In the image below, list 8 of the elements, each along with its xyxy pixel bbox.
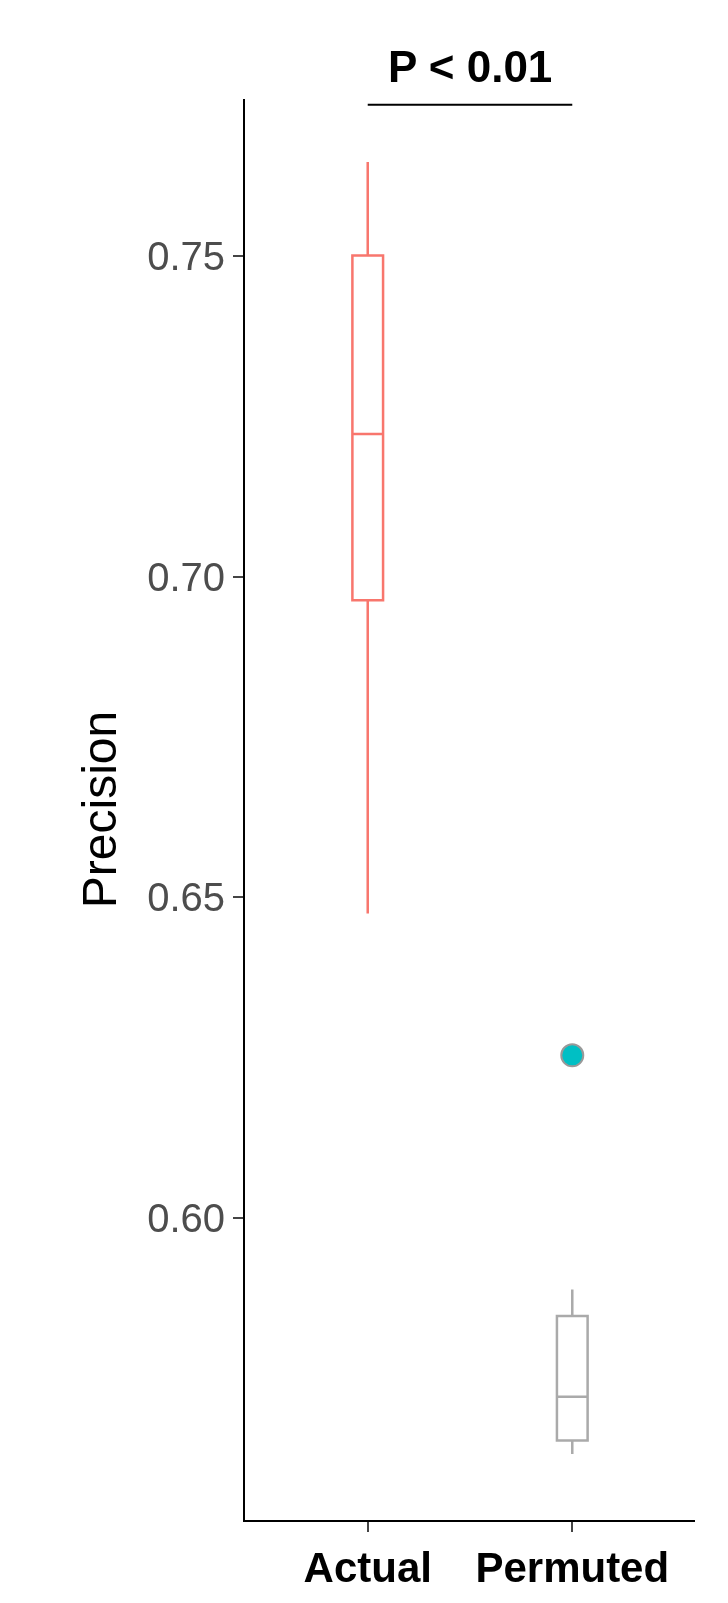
y-tick-label: 0.65 <box>147 875 225 920</box>
y-tick-label: 0.70 <box>147 554 225 599</box>
y-tick-label: 0.75 <box>147 233 225 278</box>
text: P < 0.01 <box>388 42 553 91</box>
y-tick-label: 0.60 <box>147 1196 225 1241</box>
y-axis-title: Precision <box>73 710 127 909</box>
x-tick-label: Actual <box>303 1544 432 1592</box>
x-tick-label: Permuted <box>475 1544 670 1592</box>
